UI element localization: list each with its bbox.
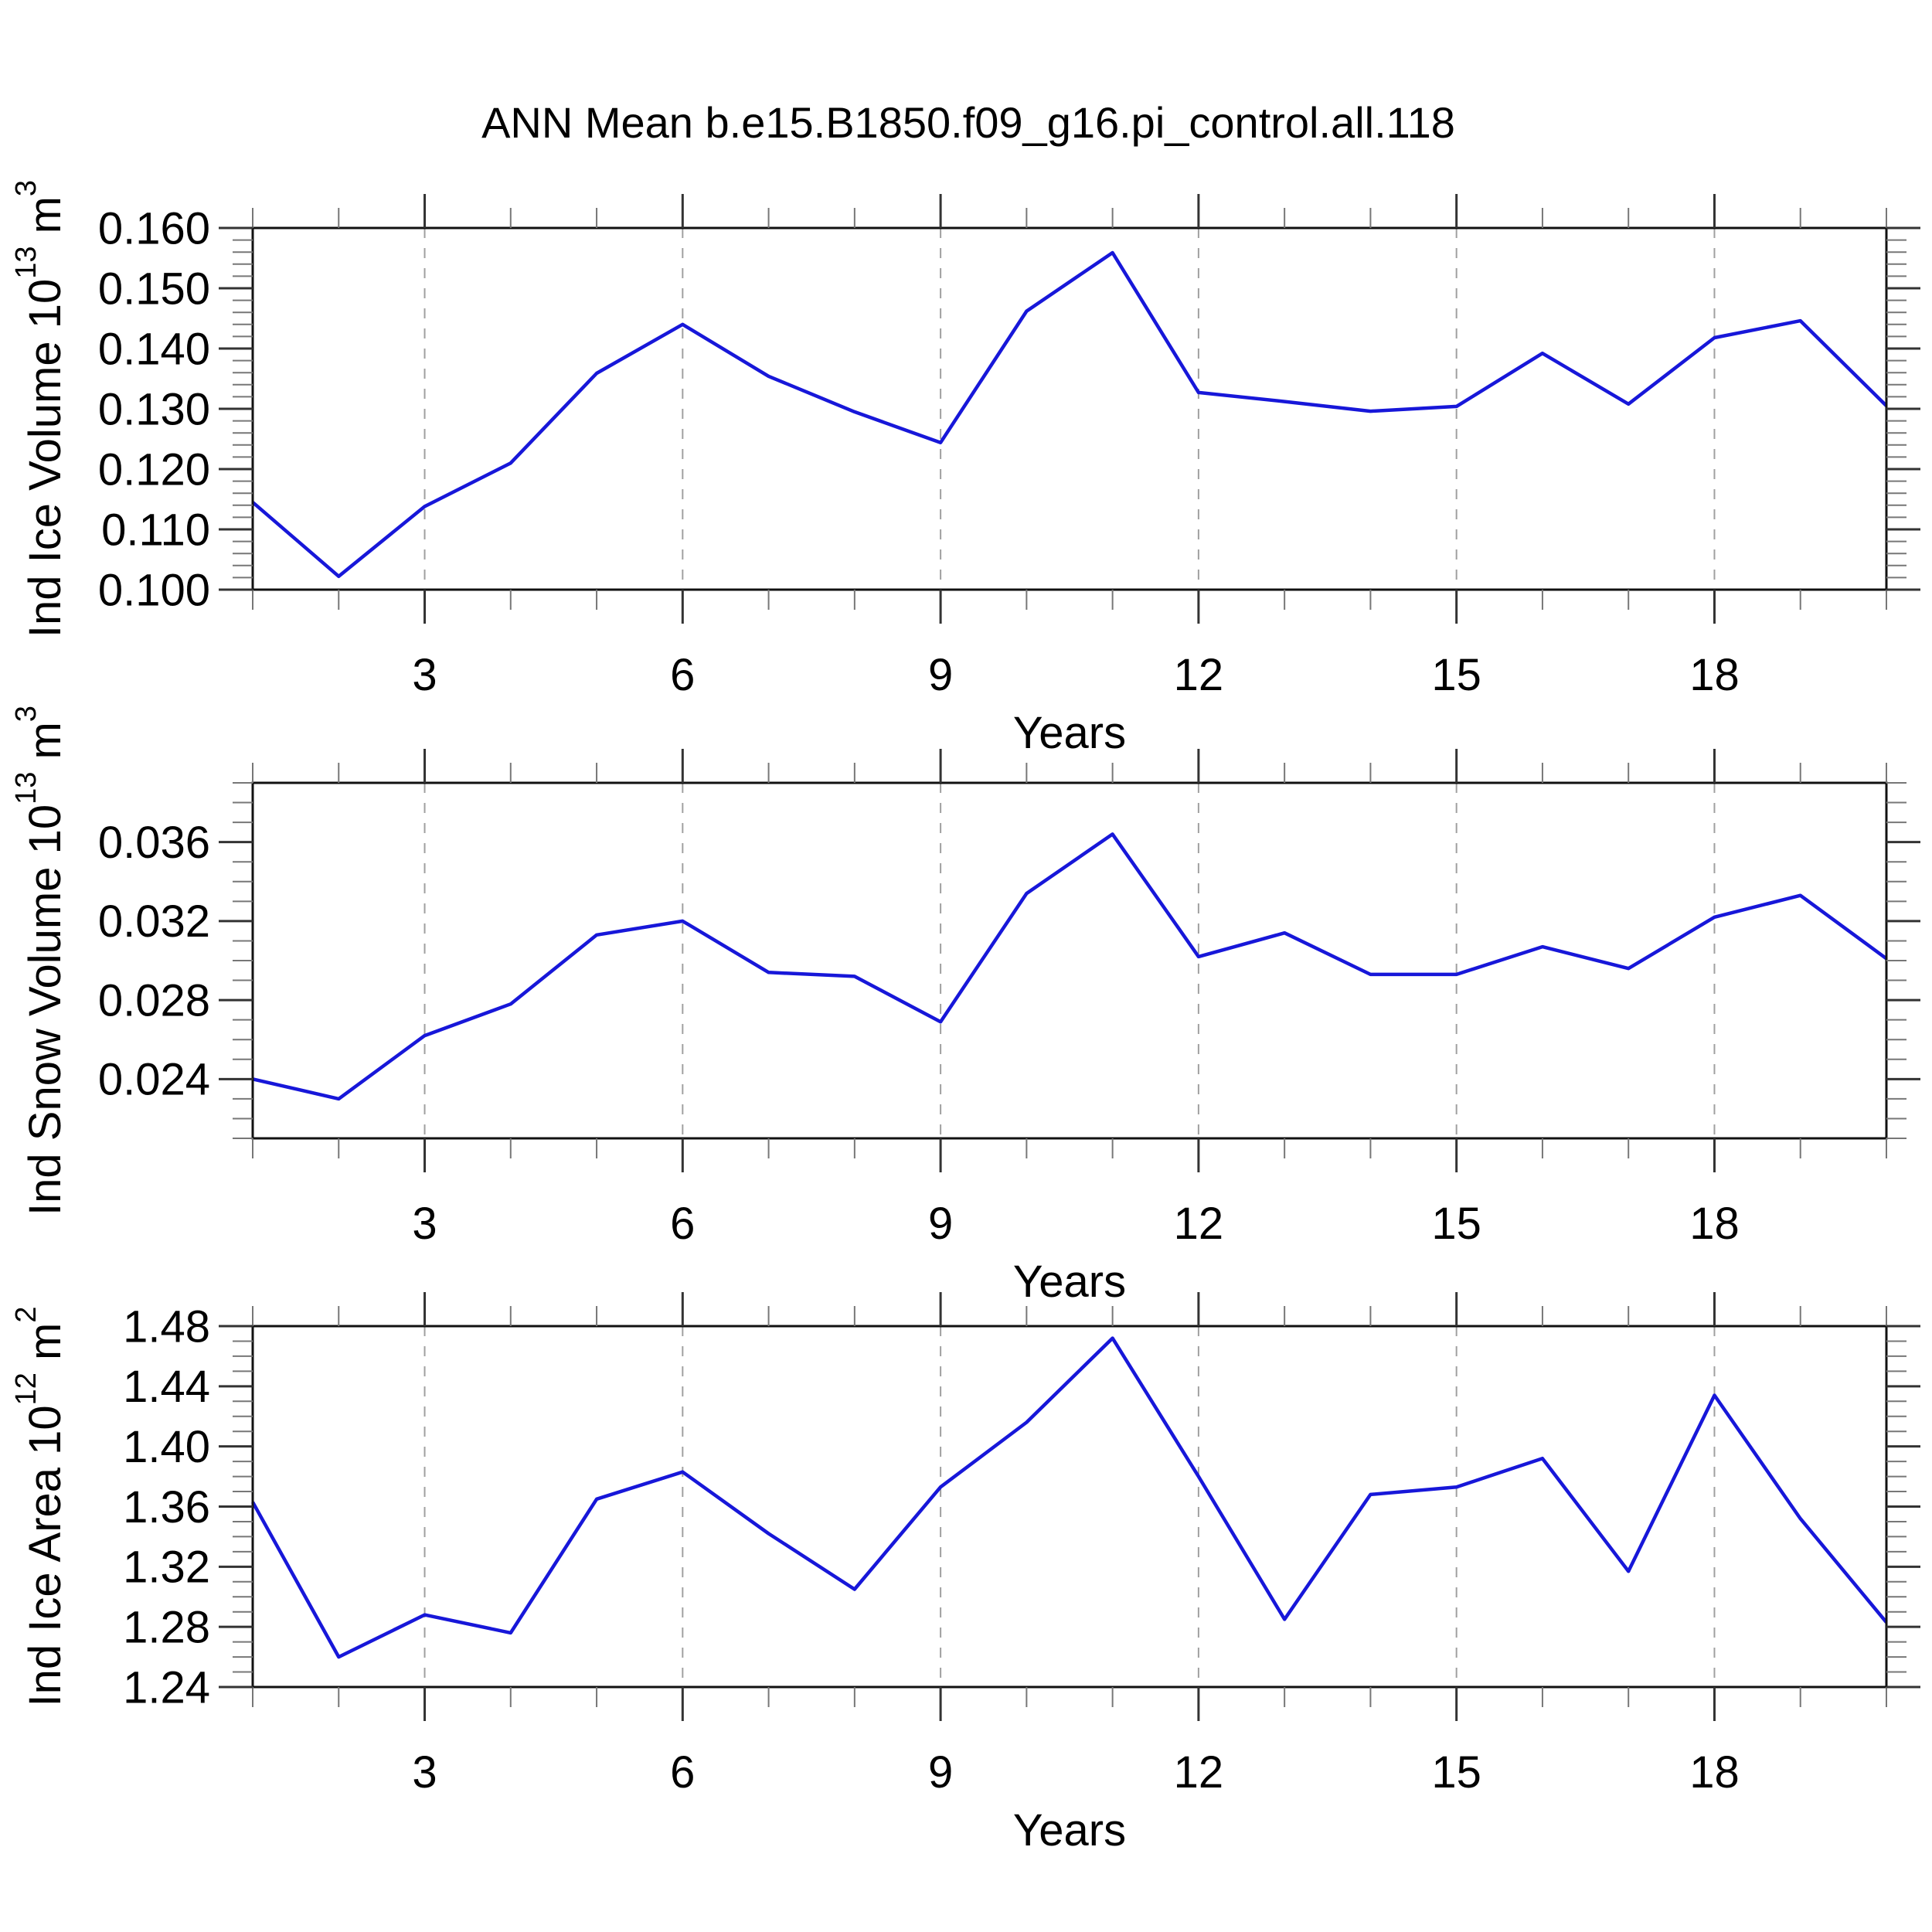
y-tick-label: 1.48 [123,1301,210,1352]
x-tick-label: 6 [670,1747,695,1798]
y-tick-label: 0.036 [98,818,210,868]
x-tick-label: 12 [1174,1199,1224,1249]
series-line [251,250,1888,579]
y-tick-label: 1.40 [123,1422,210,1472]
y-tick-label: 0.024 [98,1055,210,1105]
x-tick-label: 3 [412,650,437,700]
y-tick-label: 0.100 [98,565,210,615]
x-tick-label: 6 [670,1199,695,1249]
y-tick-label: 1.44 [123,1362,210,1412]
y-tick-label: 0.130 [98,384,210,434]
y-tick-label: 0.110 [101,505,210,555]
y-tick-label: 1.28 [123,1602,210,1652]
x-tick-label: 12 [1174,1747,1224,1798]
x-tick-label: 15 [1431,650,1481,700]
x-tick-label: 3 [412,1199,437,1249]
y-axis-title: Ind Ice Volume 1013 m3 [10,180,70,638]
x-tick-label: 9 [928,1747,953,1798]
x-tick-label: 18 [1689,1747,1740,1798]
x-tick-label: 18 [1689,650,1740,700]
x-tick-label: 18 [1689,1199,1740,1249]
y-tick-label: 1.32 [123,1543,210,1593]
x-tick-label: 9 [928,650,953,700]
x-tick-label: 15 [1431,1199,1481,1249]
x-axis-title: Years [1013,1257,1126,1307]
series-line [251,1336,1888,1659]
y-tick-label: 0.140 [98,324,210,374]
chart-title: ANN Mean b.e15.B1850.f09_g16.pi_control.… [481,98,1455,147]
x-tick-label: 6 [670,650,695,700]
y-tick-label: 0.028 [98,975,210,1026]
x-tick-label: 3 [412,1747,437,1798]
x-tick-label: 9 [928,1199,953,1249]
y-axis-title: Ind Snow Volume 1013 m3 [10,706,70,1216]
plot-panel-3: 1.24 1.28 1.32 1.36 1.40 1.44 1.48 3 6 9 12 15 18 Yea… [10,1292,1920,1855]
series-line [252,832,1888,1101]
y-tick-label: 0.032 [98,896,210,947]
plot-panel-2: 0.024 0.028 0.032 0.036 3 6 9 12 15 18 Years Ind Sn… [10,706,1920,1307]
x-axis-title: Years [1013,708,1126,758]
y-tick-label: 0.120 [98,444,210,495]
y-tick-label: 1.24 [123,1662,210,1713]
y-tick-label: 0.150 [98,264,210,314]
x-tick-label: 12 [1174,650,1224,700]
x-axis-title: Years [1013,1805,1126,1855]
x-tick-label: 15 [1431,1747,1481,1798]
y-tick-label: 0.160 [98,203,210,253]
y-tick-label: 1.36 [123,1482,210,1532]
y-axis-title: Ind Ice Area 1012 m2 [10,1306,70,1706]
plot-panel-1: 0.100 0.110 0.120 0.130 0.140 0.150 0.160 3 6 9 12… [10,180,1920,758]
